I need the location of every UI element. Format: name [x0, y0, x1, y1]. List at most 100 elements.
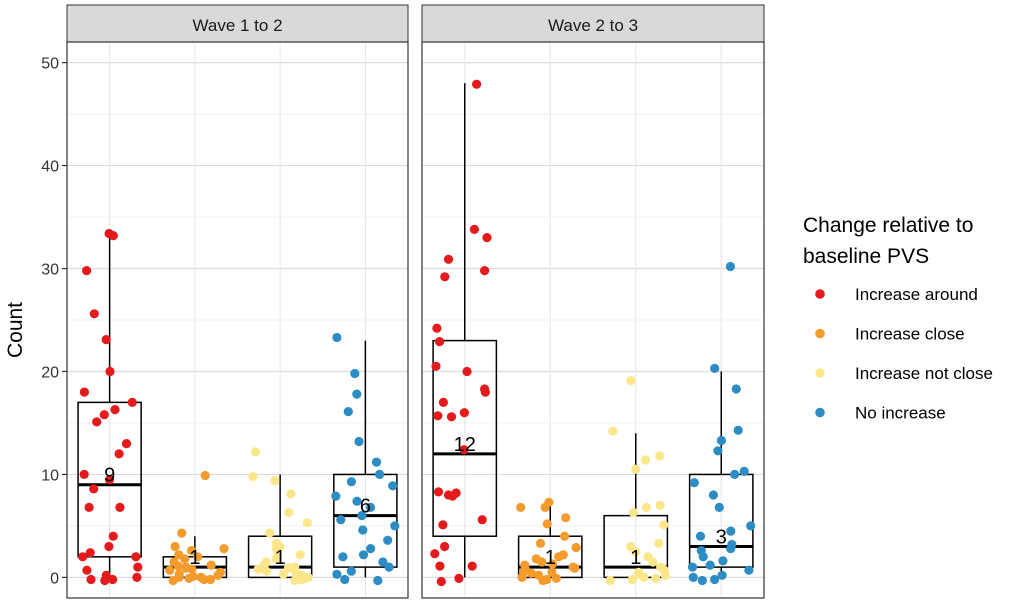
box-group-increase-close: 1	[516, 497, 583, 586]
data-point	[388, 481, 398, 491]
data-point	[86, 574, 96, 585]
data-point	[366, 544, 376, 554]
data-point	[433, 487, 444, 497]
data-point	[459, 445, 469, 455]
data-point	[698, 552, 708, 562]
data-point	[548, 559, 558, 569]
data-point	[338, 552, 348, 562]
data-point	[688, 572, 698, 583]
data-point	[570, 563, 580, 573]
data-point	[170, 541, 180, 552]
data-point	[744, 565, 754, 575]
data-point	[739, 466, 749, 476]
data-point	[659, 520, 669, 530]
data-point	[346, 477, 356, 487]
data-point	[343, 407, 353, 417]
box-group-increase-around: 9	[77, 228, 143, 586]
box-group-no-increase: 3	[687, 261, 756, 586]
box-group-increase-close: 1	[162, 470, 229, 586]
legend-key	[815, 328, 825, 339]
data-point	[695, 531, 706, 541]
data-point	[746, 521, 756, 531]
panel-border	[66, 41, 409, 599]
data-point	[462, 366, 472, 377]
data-point	[168, 575, 178, 586]
data-point	[651, 573, 661, 584]
data-point	[705, 560, 715, 570]
panel-1: Wave 1 to 2 9 1 1 6	[66, 4, 409, 599]
data-point	[697, 575, 707, 586]
data-point	[271, 544, 282, 554]
data-point	[687, 562, 698, 572]
box	[77, 401, 142, 558]
legend-title-line-1: Change relative to	[803, 214, 973, 237]
median-label: 12	[454, 434, 476, 456]
panel-border	[421, 41, 765, 599]
data-point	[302, 518, 312, 528]
median-label: 6	[360, 496, 371, 518]
legend-label: Increase not close	[855, 364, 993, 383]
data-point	[100, 575, 110, 586]
data-point	[184, 573, 194, 584]
median-label: 1	[189, 547, 200, 569]
data-point	[726, 544, 736, 554]
data-point	[101, 335, 111, 345]
data-point	[354, 436, 364, 447]
y-tick-label: 50	[41, 56, 59, 73]
legend-label: No increase	[855, 404, 946, 423]
data-point	[537, 557, 547, 567]
data-point	[187, 546, 197, 556]
data-point	[526, 568, 537, 578]
data-point	[435, 561, 445, 571]
data-point	[730, 469, 740, 479]
box	[333, 473, 398, 568]
data-point	[714, 502, 724, 512]
data-point	[482, 233, 492, 243]
data-point	[605, 575, 615, 586]
legend-key	[815, 368, 825, 378]
data-point	[89, 484, 99, 494]
data-point	[710, 574, 720, 585]
legend-entry: No increase	[815, 404, 946, 423]
data-point	[108, 574, 118, 585]
data-point	[358, 525, 368, 535]
data-point	[177, 528, 187, 538]
data-point	[108, 531, 118, 541]
box-group-increase-not-close: 1	[247, 447, 313, 586]
legend-entry: Increase not close	[815, 364, 993, 383]
data-point	[193, 552, 203, 562]
data-point	[78, 552, 88, 562]
data-point	[332, 332, 342, 343]
data-point	[626, 376, 636, 386]
data-point	[173, 561, 183, 571]
legend-entry: Increase close	[815, 325, 965, 344]
data-point	[634, 569, 644, 579]
data-point	[132, 572, 142, 583]
data-point	[110, 405, 120, 415]
data-point	[79, 387, 89, 397]
data-point	[516, 502, 526, 512]
data-point	[378, 557, 388, 567]
data-point	[571, 542, 581, 553]
data-point	[608, 426, 618, 436]
data-point	[480, 387, 490, 397]
data-point	[114, 449, 124, 459]
y-axis-title: Count	[4, 302, 27, 358]
legend-entries: Increase around Increase close Increase no…	[815, 285, 993, 423]
data-point	[459, 408, 469, 418]
legend: Change relative to baseline PVS Increase…	[803, 214, 993, 423]
data-point	[331, 491, 341, 501]
data-point	[472, 79, 482, 89]
box-group-no-increase: 6	[331, 332, 400, 586]
data-point	[180, 554, 190, 564]
data-point	[79, 469, 89, 479]
data-point	[717, 570, 727, 580]
legend-key	[815, 407, 825, 418]
data-point	[346, 566, 356, 576]
data-point	[85, 548, 95, 558]
data-point	[433, 411, 443, 421]
data-point	[352, 389, 362, 399]
data-point	[641, 502, 652, 512]
data-point	[286, 489, 296, 499]
box	[688, 473, 754, 568]
